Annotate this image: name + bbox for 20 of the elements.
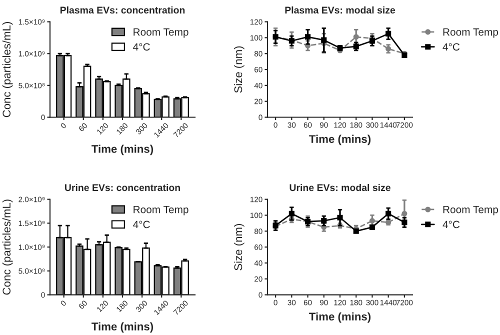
x-axis-title: Time (mins) bbox=[92, 144, 154, 156]
legend-label: Room Temp bbox=[443, 206, 498, 216]
legend-label: 4°C bbox=[133, 43, 150, 51]
chart-title: Plasma EVs: concentration bbox=[60, 6, 185, 14]
legend-label: Room Temp bbox=[134, 206, 188, 216]
legend-label: Room Temp bbox=[443, 28, 498, 38]
y-axis-title: Size (nm) bbox=[234, 224, 244, 270]
y-axis-title: Conc (particles/mL) bbox=[2, 200, 13, 295]
chart-title: Urine EVs: concentration bbox=[65, 184, 180, 192]
legend-label: 4°C bbox=[133, 220, 150, 228]
legend-label: 4°C bbox=[442, 220, 460, 228]
x-axis-title: Time (mins) bbox=[309, 134, 371, 146]
y-axis-title: Size (nm) bbox=[234, 46, 244, 93]
y-axis-title: Conc (particles/mL) bbox=[2, 22, 13, 118]
chart-title: Plasma EVs: modal size bbox=[285, 6, 396, 14]
legend-label: Room Temp bbox=[134, 28, 188, 38]
x-axis-title: Time (mins) bbox=[309, 312, 371, 323]
x-axis-title: Time (mins) bbox=[92, 322, 154, 333]
legend-label: 4°C bbox=[442, 43, 460, 51]
chart-title: Urine EVs: modal size bbox=[290, 184, 390, 192]
